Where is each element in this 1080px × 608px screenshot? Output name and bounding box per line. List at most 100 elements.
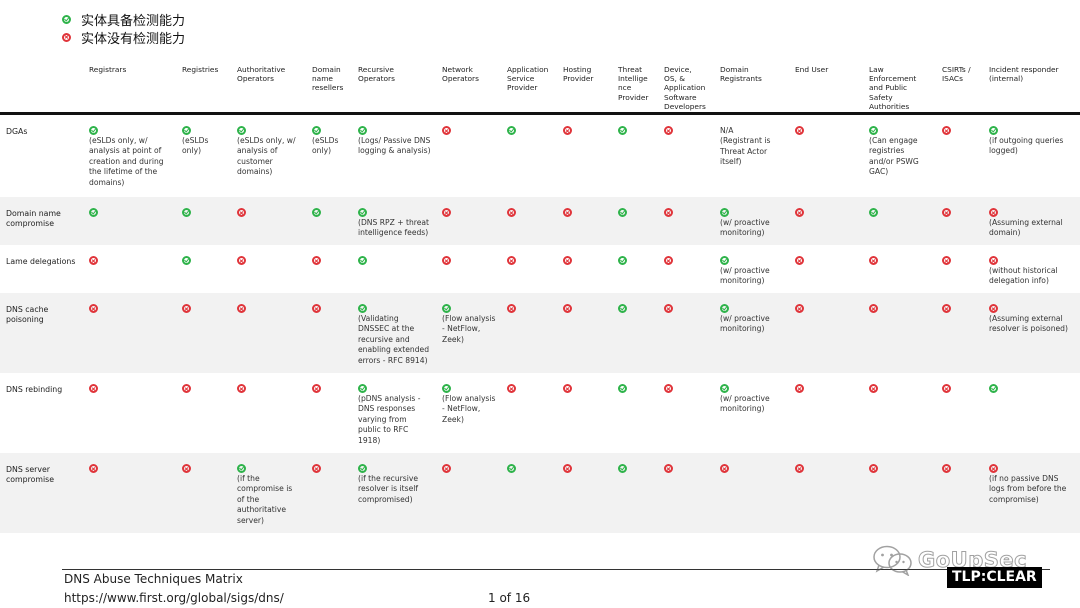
matrix-cell: (DNS RPZ + threat intelligence feeds): [358, 208, 440, 239]
page-number: 1 of 16: [488, 591, 531, 605]
x-circle-icon: [563, 208, 572, 217]
x-circle-icon: [989, 208, 998, 217]
x-circle-icon: [442, 256, 451, 265]
cell-note: (if the recursive resolver is itself com…: [358, 474, 419, 504]
matrix-cell: [507, 384, 561, 394]
x-circle-icon: [507, 384, 516, 393]
matrix-cell: [442, 126, 504, 136]
cell-note: (Flow analysis - NetFlow, Zeek): [442, 314, 496, 344]
matrix-cell: [182, 256, 234, 266]
check-circle-icon: [358, 304, 367, 313]
matrix-cell: [989, 384, 1077, 394]
x-circle-icon: [563, 304, 572, 313]
matrix-cell: [507, 126, 561, 136]
check-circle-icon: [989, 126, 998, 135]
matrix-cell: [618, 464, 662, 474]
column-header: End User: [795, 65, 829, 74]
matrix-cell: (eSLDs only): [182, 126, 234, 157]
matrix-cell: [664, 126, 718, 136]
cell-note: (Logs/ Passive DNS logging & analysis): [358, 136, 431, 156]
x-circle-icon: [563, 256, 572, 265]
x-circle-icon: [942, 304, 951, 313]
table-body: DGAs (eSLDs only, w/ analysis at point of…: [0, 115, 1080, 533]
x-circle-icon: [442, 208, 451, 217]
x-circle-icon: [989, 256, 998, 265]
row-label: DNS rebinding: [6, 385, 63, 394]
x-circle-icon: [795, 304, 804, 313]
matrix-cell: [312, 384, 356, 394]
matrix-cell: [182, 208, 234, 218]
matrix-cell: [89, 256, 179, 266]
matrix-cell: [869, 304, 939, 314]
matrix-cell: [89, 208, 179, 218]
cell-note: (if no passive DNS logs from before the …: [989, 474, 1067, 504]
matrix-cell: [869, 464, 939, 474]
x-circle-icon: [942, 256, 951, 265]
matrix-cell: N/A (Registrant is Threat Actor itself): [720, 126, 792, 168]
matrix-cell: [942, 256, 986, 266]
abuse-matrix-table: Registrars Registries Authoritative Operat…: [0, 61, 1080, 533]
matrix-cell: (Assuming external domain): [989, 208, 1077, 239]
column-header: Authoritative Operators: [237, 65, 286, 84]
x-circle-icon: [664, 304, 673, 313]
matrix-cell: [795, 256, 865, 266]
matrix-cell: [89, 464, 179, 474]
matrix-cell: [563, 304, 615, 314]
matrix-cell: [358, 256, 440, 266]
x-circle-icon: [237, 384, 246, 393]
matrix-cell: [618, 384, 662, 394]
cell-note: (Assuming external domain): [989, 218, 1063, 238]
x-circle-icon: [869, 384, 878, 393]
x-circle-icon: [312, 384, 321, 393]
matrix-cell: (Can engage registries and/or PSWG GAC): [869, 126, 939, 178]
row-label: DGAs: [6, 127, 28, 136]
matrix-cell: [618, 126, 662, 136]
check-circle-icon: [618, 208, 627, 217]
column-header: Hosting Provider: [563, 65, 594, 84]
x-circle-icon: [89, 464, 98, 473]
matrix-cell: (w/ proactive monitoring): [720, 256, 792, 287]
cell-note: (eSLDs only, w/ analysis at point of cre…: [89, 136, 164, 187]
x-circle-icon: [795, 464, 804, 473]
cell-note: (w/ proactive monitoring): [720, 394, 770, 414]
wechat-icon: [873, 545, 912, 576]
check-circle-icon: [989, 384, 998, 393]
row-label: DNS cache poisoning: [6, 305, 49, 325]
column-header: Registrars: [89, 65, 127, 74]
cell-note: (w/ proactive monitoring): [720, 314, 770, 334]
matrix-cell: [182, 464, 234, 474]
check-circle-icon: [507, 464, 516, 473]
legend: 实体具备检测能力 实体没有检测能力: [62, 10, 185, 47]
footer-url[interactable]: https://www.first.org/global/sigs/dns/: [64, 591, 284, 605]
check-circle-icon: [358, 256, 367, 265]
matrix-cell: [442, 256, 504, 266]
matrix-cell: (Logs/ Passive DNS logging & analysis): [358, 126, 440, 157]
matrix-cell: [618, 304, 662, 314]
matrix-cell: [942, 464, 986, 474]
footer-divider: [62, 569, 1050, 570]
cell-note: (eSLDs only): [312, 136, 339, 156]
matrix-cell: (Flow analysis - NetFlow, Zeek): [442, 304, 504, 345]
cell-note: (w/ proactive monitoring): [720, 266, 770, 286]
matrix-cell: [237, 256, 309, 266]
x-circle-icon: [664, 208, 673, 217]
matrix-cell: [942, 384, 986, 394]
matrix-cell: [237, 208, 309, 218]
check-circle-icon: [182, 208, 191, 217]
x-circle-icon: [442, 464, 451, 473]
column-header: Device, OS, & Application Software Devel…: [664, 65, 706, 111]
matrix-cell: (if the recursive resolver is itself com…: [358, 464, 440, 505]
x-circle-icon: [312, 464, 321, 473]
check-circle-icon: [720, 384, 729, 393]
matrix-cell: [442, 208, 504, 218]
footer-title: DNS Abuse Techniques Matrix: [64, 572, 243, 586]
matrix-cell: (eSLDs only, w/ analysis at point of cre…: [89, 126, 179, 188]
x-circle-icon: [989, 304, 998, 313]
check-circle-icon: [312, 208, 321, 217]
cell-note: N/A (Registrant is Threat Actor itself): [720, 126, 771, 167]
column-header: Network Operators: [442, 65, 479, 84]
matrix-cell: [312, 304, 356, 314]
matrix-cell: [182, 304, 234, 314]
matrix-cell: (if no passive DNS logs from before the …: [989, 464, 1077, 505]
row-label: Domain name compromise: [6, 209, 61, 229]
